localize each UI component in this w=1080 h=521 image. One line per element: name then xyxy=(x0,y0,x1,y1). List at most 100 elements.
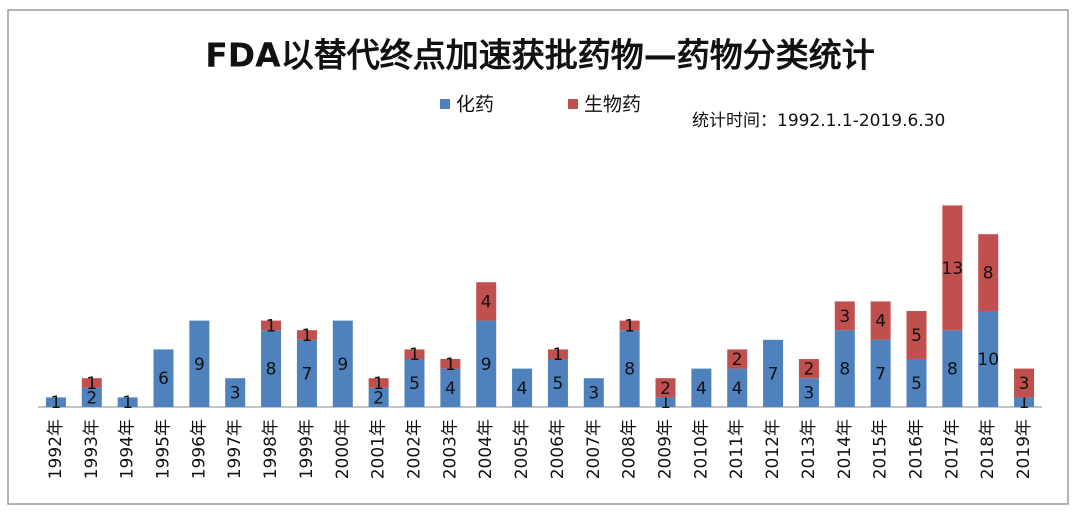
bar-segment xyxy=(332,320,353,407)
data-label: 4 xyxy=(875,312,886,332)
data-label: 7 xyxy=(768,364,779,384)
data-label: 5 xyxy=(553,374,564,394)
x-tick-label: 2019年 xyxy=(1014,419,1034,479)
data-label: 4 xyxy=(517,379,528,399)
bar-segment xyxy=(476,282,497,321)
bar-segment xyxy=(763,339,784,407)
x-tick-label: 2013年 xyxy=(799,419,819,479)
data-label: 3 xyxy=(839,307,850,327)
x-tick-label: 1996年 xyxy=(189,419,209,479)
bar-segment xyxy=(691,368,712,407)
x-tick-label: 2009年 xyxy=(656,419,676,479)
bar-segment xyxy=(296,330,317,340)
x-tick-label: 1992年 xyxy=(46,419,66,479)
data-label: 8 xyxy=(839,360,850,380)
legend-label: 生物药 xyxy=(584,94,641,116)
data-label: 8 xyxy=(947,360,958,380)
data-label: 3 xyxy=(1019,374,1030,394)
x-tick-label: 2006年 xyxy=(548,419,568,479)
x-tick-label: 2010年 xyxy=(691,419,711,479)
bar-segment xyxy=(798,359,819,379)
bar-segment xyxy=(440,368,461,407)
data-label: 5 xyxy=(911,326,922,346)
bar-segment xyxy=(404,349,425,359)
data-label: 6 xyxy=(158,369,169,389)
data-label: 9 xyxy=(337,355,348,375)
bar-segment xyxy=(261,320,282,331)
x-tick-label: 2012年 xyxy=(763,419,783,479)
data-label: 5 xyxy=(911,374,922,394)
data-label: 2 xyxy=(373,388,384,408)
data-label: 1 xyxy=(1019,393,1030,413)
bar-segment xyxy=(727,349,748,369)
data-label: 1 xyxy=(445,355,456,375)
data-label: 1 xyxy=(51,393,62,413)
bar-segment xyxy=(978,311,999,407)
data-label: 8 xyxy=(266,360,277,380)
data-label: 8 xyxy=(624,360,635,380)
data-label: 3 xyxy=(230,384,241,404)
x-tick-label: 2000年 xyxy=(333,419,353,479)
bar-segment xyxy=(189,320,210,407)
data-label: 1 xyxy=(624,316,635,336)
bar-segment xyxy=(153,349,174,407)
data-label: 5 xyxy=(409,374,420,394)
x-tick-label: 2016年 xyxy=(907,419,927,479)
bar-segment xyxy=(547,359,568,407)
bar-segment xyxy=(798,378,819,407)
x-tick-label: 1993年 xyxy=(82,419,102,479)
bar-segment xyxy=(655,378,676,398)
data-label: 1 xyxy=(302,326,313,346)
x-tick-label: 2018年 xyxy=(978,419,998,479)
x-tick-label: 1995年 xyxy=(154,419,174,479)
data-label: 10 xyxy=(977,350,999,370)
bar-segment xyxy=(942,205,963,331)
bar-segment xyxy=(81,387,102,407)
x-tick-label: 2014年 xyxy=(835,419,855,479)
bar-segment xyxy=(906,359,927,407)
bar-segment xyxy=(440,359,461,369)
bar-segment xyxy=(583,378,604,407)
bar-segment xyxy=(45,397,66,407)
annotation: 统计时间：1992.1.1-2019.6.30 xyxy=(692,111,945,131)
data-label: 1 xyxy=(373,374,384,394)
data-label: 3 xyxy=(804,384,815,404)
data-label: 7 xyxy=(875,364,886,384)
data-label: 7 xyxy=(302,364,313,384)
bar-segment xyxy=(117,397,138,407)
x-tick-label: 1997年 xyxy=(225,419,245,479)
chart-title: FDA以替代终点加速获批药物—药物分类统计 xyxy=(205,36,874,75)
data-label: 1 xyxy=(660,393,671,413)
x-tick-label: 1994年 xyxy=(118,419,138,479)
bar-segment xyxy=(655,397,676,407)
legend-swatch xyxy=(568,99,578,109)
x-tick-label: 2004年 xyxy=(476,419,496,479)
bar-segment xyxy=(476,320,497,407)
legend-swatch xyxy=(440,99,450,109)
data-label: 1 xyxy=(86,374,97,394)
x-tick-label: 2017年 xyxy=(942,419,962,479)
x-tick-label: 2015年 xyxy=(871,419,891,479)
bar-segment xyxy=(727,368,748,407)
data-label: 13 xyxy=(942,259,964,279)
bar-segment xyxy=(870,301,891,340)
x-tick-label: 2002年 xyxy=(405,419,425,479)
data-label: 9 xyxy=(481,355,492,375)
data-label: 2 xyxy=(732,350,743,370)
x-tick-label: 1998年 xyxy=(261,419,281,479)
bar-segment xyxy=(81,378,102,388)
bar-segment xyxy=(512,368,533,407)
x-tick-label: 2007年 xyxy=(584,419,604,479)
bar-segment xyxy=(225,378,246,407)
bar-segment xyxy=(619,320,640,331)
bar-segment xyxy=(1014,397,1035,407)
data-label: 1 xyxy=(266,316,277,336)
x-tick-label: 1999年 xyxy=(297,419,317,479)
bar-segment xyxy=(368,387,389,407)
data-label: 4 xyxy=(696,379,707,399)
data-label: 8 xyxy=(983,264,994,284)
legend-label: 化药 xyxy=(456,94,494,116)
data-label: 1 xyxy=(409,345,420,365)
bar-segment xyxy=(619,330,640,407)
